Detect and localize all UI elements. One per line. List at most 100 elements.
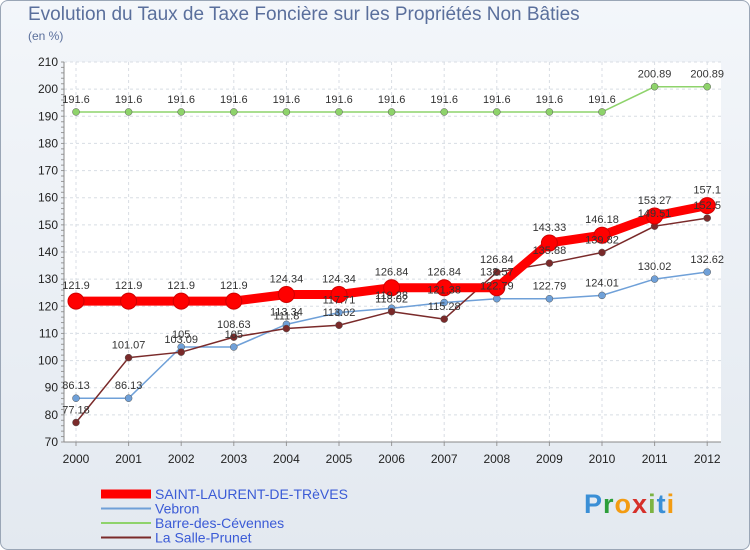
data-point — [282, 108, 291, 116]
data-label: 191.6 — [220, 94, 248, 106]
data-label: 124.34 — [322, 274, 356, 286]
data-label: 191.6 — [62, 94, 90, 106]
data-point — [383, 279, 401, 297]
data-point — [703, 214, 711, 222]
data-point — [493, 294, 501, 303]
y-tick-label: 190 — [38, 109, 58, 123]
data-point — [177, 108, 185, 116]
x-tick-label: 2008 — [483, 452, 510, 466]
chart-title: Evolution du Taux de Taxe Foncière sur l… — [28, 4, 580, 25]
data-point — [225, 292, 243, 310]
data-label: 108.63 — [217, 319, 251, 331]
data-point — [540, 234, 558, 252]
data-label: 126.84 — [427, 267, 461, 279]
data-point — [335, 321, 343, 329]
data-label: 191.6 — [536, 94, 564, 106]
data-point — [493, 268, 501, 276]
data-label: 121.9 — [220, 280, 248, 292]
y-tick-label: 150 — [38, 218, 58, 232]
legend-label: Vebron — [155, 501, 199, 517]
data-label: 121.9 — [115, 280, 143, 292]
x-tick-label: 2009 — [536, 452, 563, 466]
data-label: 191.6 — [273, 94, 301, 106]
data-label: 191.6 — [588, 94, 616, 106]
proxiti-logo: Proxiti — [584, 489, 676, 519]
data-label: 124.01 — [585, 277, 619, 289]
data-point — [598, 108, 606, 116]
data-label: 122.79 — [533, 281, 567, 293]
data-label: 132.62 — [690, 254, 724, 266]
y-tick-label: 140 — [38, 245, 58, 259]
data-point — [650, 275, 659, 283]
data-point — [67, 292, 85, 310]
data-label: 139.82 — [585, 234, 619, 246]
data-point — [230, 108, 238, 116]
data-label: 86.13 — [62, 380, 90, 392]
legend-label: La Salle-Prunet — [155, 530, 252, 546]
data-point — [330, 286, 348, 304]
data-point — [124, 394, 133, 402]
data-point — [172, 292, 190, 310]
data-point — [703, 82, 711, 91]
data-label: 103.09 — [164, 334, 198, 346]
data-label: 86.13 — [115, 380, 143, 392]
y-tick-label: 110 — [39, 326, 58, 340]
data-label: 77.18 — [62, 405, 90, 417]
x-tick-label: 2007 — [431, 452, 458, 466]
data-label: 130.02 — [638, 261, 672, 273]
data-point — [72, 394, 80, 402]
data-point — [488, 279, 506, 297]
data-point — [230, 343, 238, 351]
data-label: 105 — [225, 329, 243, 341]
x-tick-label: 2010 — [589, 452, 616, 466]
data-point — [282, 324, 291, 333]
data-point — [335, 308, 343, 317]
data-label: 117.71 — [323, 295, 356, 307]
data-label: 200.89 — [690, 69, 724, 81]
data-label: 191.6 — [167, 94, 195, 106]
x-tick-label: 2003 — [220, 452, 247, 466]
data-point — [593, 226, 611, 244]
x-tick-label: 2011 — [642, 452, 668, 466]
legend-label: SAINT-LAURENT-DE-TRèVES — [155, 486, 348, 502]
data-point — [72, 108, 80, 116]
data-label: 146.18 — [585, 214, 619, 226]
x-tick-label: 2004 — [273, 452, 300, 466]
data-point — [545, 294, 554, 303]
data-label: 135.88 — [533, 245, 567, 257]
y-tick-label: 180 — [38, 136, 58, 150]
x-tick-label: 2001 — [115, 452, 142, 466]
data-point — [650, 82, 659, 91]
x-tick-label: 2012 — [694, 452, 721, 466]
x-tick-label: 2005 — [326, 452, 353, 466]
y-tick-label: 90 — [45, 381, 59, 395]
data-label: 152.5 — [693, 200, 721, 212]
data-label: 132.57 — [480, 267, 514, 279]
data-point — [387, 108, 396, 116]
y-tick-label: 200 — [38, 82, 58, 96]
data-point — [493, 108, 501, 116]
data-point — [277, 286, 295, 304]
data-point — [646, 207, 664, 225]
data-label: 126.84 — [480, 254, 514, 266]
data-point — [387, 307, 396, 316]
data-label: 121.9 — [62, 280, 90, 292]
data-point — [120, 292, 138, 310]
data-label: 101.07 — [112, 340, 146, 352]
x-tick-label: 2000 — [63, 452, 90, 466]
y-tick-label: 210 — [38, 55, 58, 69]
data-point — [124, 353, 133, 362]
data-label: 113.34 — [270, 306, 303, 318]
data-point — [598, 248, 606, 257]
data-point — [440, 298, 448, 307]
data-point — [698, 197, 716, 215]
data-label: 121.9 — [167, 280, 195, 292]
data-label: 124.34 — [270, 274, 304, 286]
data-point — [72, 418, 80, 427]
data-label: 118.02 — [375, 294, 408, 306]
y-tick-label: 130 — [38, 272, 58, 286]
y-tick-label: 160 — [38, 191, 58, 205]
x-tick-label: 2002 — [168, 452, 195, 466]
